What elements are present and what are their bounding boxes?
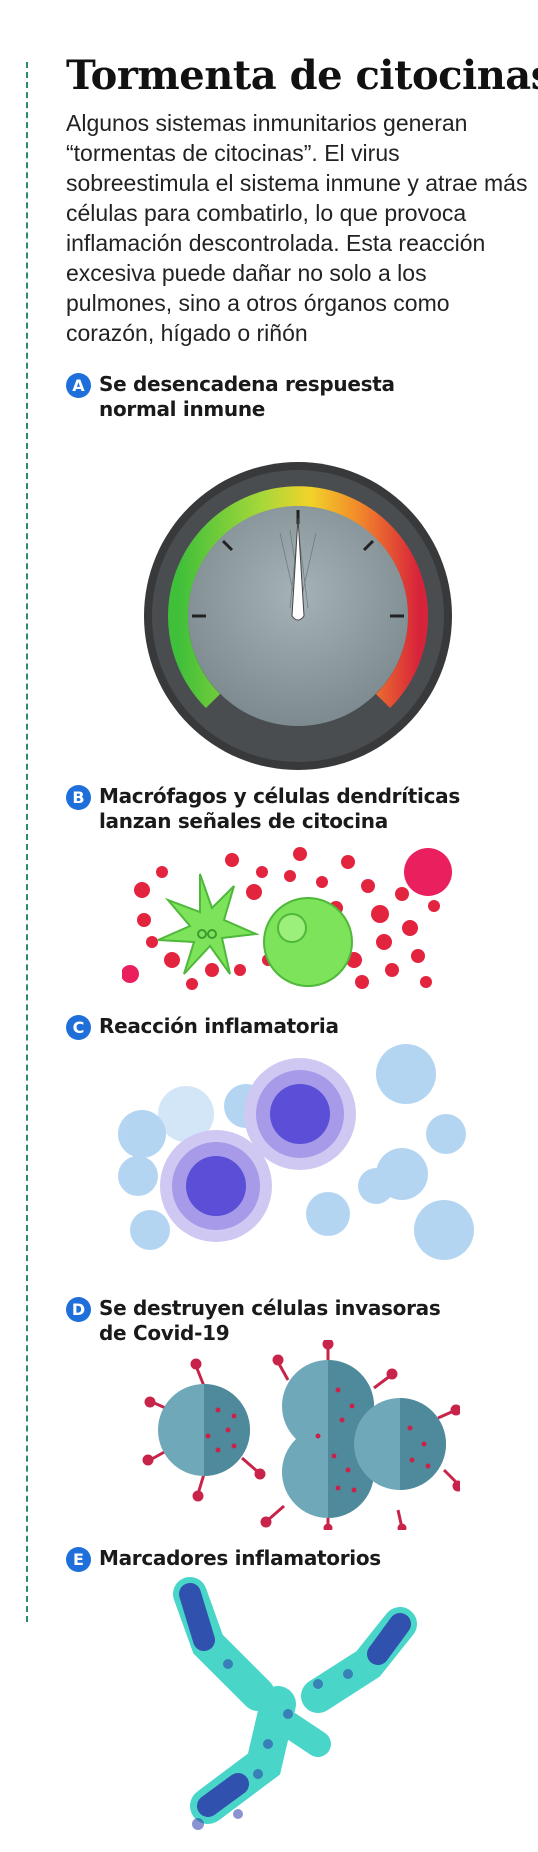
section-e-label: E Marcadores inflamatorios xyxy=(66,1546,466,1572)
antibody-icon xyxy=(173,1577,417,1830)
section-b-badge: B xyxy=(66,785,91,810)
macrophage-cells-icon xyxy=(122,847,452,990)
section-e-badge: E xyxy=(66,1547,91,1572)
dashed-divider-line xyxy=(26,62,28,1622)
section-d-badge: D xyxy=(66,1297,91,1322)
section-c-text: Reacción inflamatoria xyxy=(99,1014,339,1038)
section-c-label: C Reacción inflamatoria xyxy=(66,1014,486,1040)
gauge-icon xyxy=(144,462,452,770)
inflammatory-cells-icon xyxy=(118,1044,474,1260)
section-b-label: B Macrófagos y células dendríticas lanza… xyxy=(66,784,486,834)
section-a-badge: A xyxy=(66,373,91,398)
section-d-label: D Se destruyen células invasoras de Covi… xyxy=(66,1296,466,1346)
section-a-text: Se desencadena respuesta normal inmune xyxy=(99,372,395,421)
intro-paragraph: Algunos sistemas inmunitarios generan “t… xyxy=(66,110,528,346)
coronavirus-icon xyxy=(142,1340,460,1530)
section-e-text: Marcadores inflamatorios xyxy=(99,1546,381,1570)
section-d-text: Se destruyen células invasoras de Covid-… xyxy=(99,1296,441,1345)
section-b-text: Macrófagos y células dendríticas lanzan … xyxy=(99,784,460,833)
section-c-badge: C xyxy=(66,1015,91,1040)
section-a-label: A Se desencadena respuesta normal inmune xyxy=(66,372,426,422)
page-title: Tormenta de citocinas xyxy=(66,52,538,99)
